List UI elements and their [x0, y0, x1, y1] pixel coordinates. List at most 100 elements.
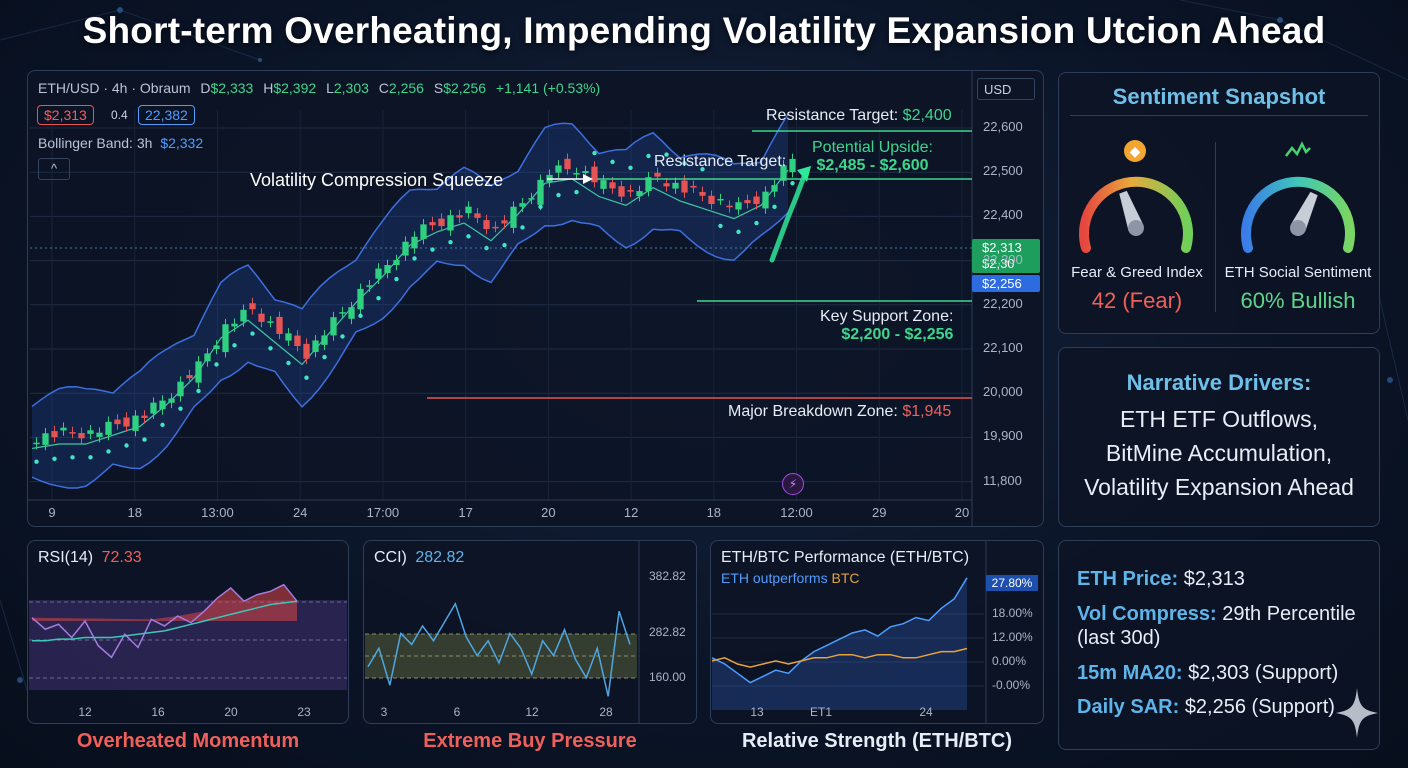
candle — [519, 203, 526, 207]
candle — [240, 309, 247, 322]
candle — [555, 165, 562, 173]
candle — [42, 433, 49, 445]
sar-dot — [610, 159, 615, 165]
breakdown-label: Major Breakdown Zone: — [728, 403, 898, 420]
bollinger-text: Bollinger Band: 3h — [38, 135, 153, 151]
x-tick-label: 9 — [48, 505, 56, 520]
candle — [33, 442, 40, 445]
resistance-target-1: Resistance Target: $2,400 — [766, 107, 952, 125]
chip-mid: 0.4 — [111, 108, 128, 122]
candle — [735, 202, 742, 210]
sar-dot — [646, 153, 651, 159]
x-tick-label: 20 — [954, 505, 970, 520]
ethbtc-tag: 27.80% — [986, 575, 1038, 591]
bollinger-upper — [31, 113, 789, 408]
sar-dot — [52, 456, 57, 461]
rsi-zone — [29, 600, 347, 690]
moving-average-line — [31, 169, 789, 450]
social-sentiment-value: 60% Bullish — [1240, 288, 1356, 313]
sar-dot — [70, 455, 75, 460]
candle — [267, 321, 274, 323]
candle — [87, 430, 94, 434]
x-tick-label: 13:00 — [201, 505, 234, 520]
x-tick-label: 18 — [127, 505, 142, 520]
cci-header: CCI) 282.82 — [374, 549, 464, 567]
candle — [276, 316, 283, 334]
sar-dot — [772, 204, 777, 210]
price-tag-blue: $2,256 — [972, 275, 1040, 292]
sar-dot — [718, 223, 723, 229]
candle — [177, 381, 184, 397]
y-tick-label: 20,000 — [983, 384, 1023, 400]
candle — [348, 307, 355, 319]
sar-dot — [790, 181, 795, 186]
l-value: 2,303 — [333, 80, 369, 96]
candle — [609, 182, 616, 189]
collapse-button[interactable]: ^ — [38, 158, 70, 180]
narrative-line-2: BitMine Accumulation, — [1105, 440, 1333, 466]
y-tick-label: 11,800 — [983, 472, 1022, 488]
ethbtc-panel — [710, 540, 1044, 724]
currency-badge[interactable]: USD — [977, 78, 1035, 100]
candle — [600, 180, 607, 189]
gauge-divider — [1215, 142, 1216, 312]
main-candlestick-chart[interactable] — [27, 70, 1044, 527]
cci-chart[interactable] — [363, 540, 697, 724]
h-label: H — [263, 80, 274, 96]
candle — [168, 398, 175, 403]
candle — [537, 179, 544, 205]
y-tick-label: 19,900 — [983, 428, 1023, 444]
bollinger-label: Bollinger Band: 3h $2,332 — [38, 135, 203, 151]
x-tick-label: 12:00 — [780, 505, 813, 520]
price-chip-blue[interactable]: 22,382 — [138, 105, 195, 125]
bollinger-lower — [31, 212, 789, 489]
candle — [627, 190, 634, 192]
y-tick-label: 22,400 — [983, 207, 1023, 223]
ethbtc-y-tick: -0.00% — [992, 678, 1031, 692]
eth-price-row: ETH Price: $2,313 — [1077, 568, 1245, 591]
candle — [789, 158, 796, 173]
sar-dot — [142, 437, 147, 442]
bollinger-band-fill — [32, 114, 788, 489]
candle — [69, 432, 76, 434]
sar-dot — [574, 189, 579, 195]
potential-upside: Potential Upside: $2,485 - $2,600 — [812, 139, 933, 175]
candle — [411, 236, 418, 249]
ethereum-icon: ◆ — [1124, 140, 1146, 162]
ethbtc-chart[interactable] — [710, 540, 1044, 724]
candle — [393, 260, 400, 266]
candle — [114, 419, 121, 425]
social-sentiment-gauge — [1241, 176, 1355, 253]
sentiment-title: Sentiment Snapshot — [1112, 84, 1326, 109]
vol-compress-row: Vol Compress: 29th Percentile — [1077, 603, 1356, 626]
rsi-header: RSI(14) 72.33 — [38, 549, 142, 567]
candle — [420, 224, 427, 239]
lightning-icon[interactable]: ⚡ — [782, 473, 804, 495]
cci-x-tick: 28 — [599, 705, 613, 719]
candle — [591, 166, 598, 183]
sar-dot — [340, 334, 345, 339]
candle — [312, 340, 319, 353]
candle — [366, 285, 373, 287]
x-tick-label: 17 — [458, 505, 473, 520]
sar-dot — [700, 167, 705, 172]
trend-icon — [1285, 141, 1311, 157]
candle — [141, 415, 148, 418]
candle — [222, 324, 229, 353]
ma20-label: 15m MA20: — [1077, 662, 1183, 684]
sar-dot — [556, 192, 561, 198]
sar-dot — [664, 152, 669, 157]
symbol-label: ETH/USD · 4h · Obraum — [38, 80, 191, 96]
price-chip-red[interactable]: $2,313 — [37, 105, 94, 125]
rsi-value: 72.33 — [101, 549, 142, 566]
breakdown-value: $1,945 — [902, 403, 952, 420]
rsi-chart[interactable] — [27, 540, 349, 724]
eth-price-value: $2,313 — [1183, 568, 1245, 590]
ethbtc-legend: ETH outperforms BTC — [721, 570, 859, 586]
fear-greed-gauge — [1079, 176, 1193, 253]
candle — [717, 199, 724, 201]
eth-series-line — [711, 577, 968, 684]
ma20-value: $2,303 (Support) — [1188, 662, 1339, 684]
vol-compress-value: 29th Percentile — [1222, 603, 1356, 625]
candle — [564, 158, 571, 170]
